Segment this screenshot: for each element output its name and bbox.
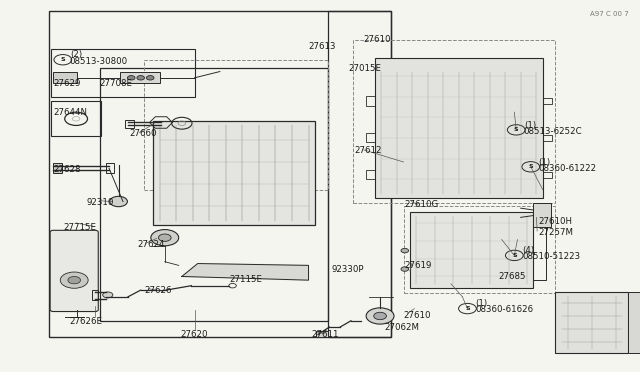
Text: 27619: 27619 xyxy=(404,261,432,270)
Text: 27624: 27624 xyxy=(138,240,165,249)
Bar xyxy=(125,119,134,128)
Circle shape xyxy=(137,76,145,80)
Bar xyxy=(51,101,102,136)
Text: 27715E: 27715E xyxy=(63,223,97,232)
Bar xyxy=(403,206,556,293)
Text: 27708E: 27708E xyxy=(100,79,132,88)
Text: 27612: 27612 xyxy=(355,147,382,155)
Text: 27611: 27611 xyxy=(312,330,339,339)
Bar xyxy=(154,121,315,225)
Bar xyxy=(53,72,77,83)
Text: (1): (1) xyxy=(524,121,536,129)
FancyBboxPatch shape xyxy=(50,230,99,311)
Text: 27257M: 27257M xyxy=(538,228,573,237)
Text: (4): (4) xyxy=(522,246,534,255)
Text: S: S xyxy=(529,164,533,169)
Bar xyxy=(53,163,61,173)
Bar xyxy=(543,98,552,104)
Text: S: S xyxy=(465,306,470,311)
Circle shape xyxy=(401,248,408,253)
Circle shape xyxy=(401,267,408,271)
Bar xyxy=(365,96,375,106)
Text: 27628: 27628 xyxy=(53,165,81,174)
Text: 27610: 27610 xyxy=(403,311,431,320)
Text: A97 C 00 7: A97 C 00 7 xyxy=(589,11,628,17)
Text: 27685: 27685 xyxy=(499,272,526,281)
Bar xyxy=(365,133,375,142)
Text: 08513-30800: 08513-30800 xyxy=(70,57,128,66)
Circle shape xyxy=(127,76,135,80)
Bar xyxy=(144,61,328,190)
Circle shape xyxy=(159,234,171,241)
Bar xyxy=(120,72,160,83)
Text: (2): (2) xyxy=(70,51,82,60)
Bar xyxy=(628,292,640,353)
Text: 27629: 27629 xyxy=(53,79,81,88)
Text: 92330P: 92330P xyxy=(332,264,364,273)
Bar xyxy=(51,49,195,97)
Bar xyxy=(106,163,114,173)
Bar xyxy=(328,11,391,337)
Text: 08510-51223: 08510-51223 xyxy=(522,252,580,262)
Bar xyxy=(353,40,556,203)
Circle shape xyxy=(147,76,154,80)
Text: S: S xyxy=(514,127,518,132)
Circle shape xyxy=(151,230,179,246)
Bar xyxy=(375,58,543,198)
Text: 27062M: 27062M xyxy=(385,323,419,331)
Text: 27644N: 27644N xyxy=(53,108,87,118)
Bar xyxy=(556,292,628,353)
Bar xyxy=(92,290,98,301)
Circle shape xyxy=(68,276,81,284)
Text: 27015E: 27015E xyxy=(348,64,381,73)
Text: 08360-61626: 08360-61626 xyxy=(475,305,533,314)
Bar xyxy=(410,212,533,288)
Bar xyxy=(100,68,328,321)
Text: S: S xyxy=(512,253,516,258)
Circle shape xyxy=(366,308,394,324)
Bar xyxy=(316,331,328,337)
Text: 27660: 27660 xyxy=(129,129,157,138)
Bar xyxy=(365,170,375,179)
Bar xyxy=(49,11,391,337)
Bar xyxy=(543,172,552,177)
Bar xyxy=(533,203,551,227)
Bar xyxy=(543,135,552,141)
Text: 27115E: 27115E xyxy=(229,275,262,283)
Circle shape xyxy=(374,312,387,320)
Text: 27610G: 27610G xyxy=(404,200,439,209)
Text: 92310: 92310 xyxy=(87,198,115,207)
Text: 08513-6252C: 08513-6252C xyxy=(524,127,582,136)
Text: S: S xyxy=(61,57,65,62)
Circle shape xyxy=(60,272,88,288)
Text: 08360-61222: 08360-61222 xyxy=(538,164,596,173)
Text: (1): (1) xyxy=(538,157,550,167)
Text: 27610H: 27610H xyxy=(538,217,572,225)
Text: 27626: 27626 xyxy=(144,286,172,295)
Circle shape xyxy=(109,196,127,207)
Text: (1): (1) xyxy=(475,299,487,308)
Text: 27610: 27610 xyxy=(364,35,391,44)
Text: 27613: 27613 xyxy=(308,42,336,51)
Text: 27626E: 27626E xyxy=(70,317,103,326)
Polygon shape xyxy=(182,263,308,280)
Bar xyxy=(533,219,546,280)
Text: 27620: 27620 xyxy=(180,330,208,339)
Circle shape xyxy=(102,292,113,298)
